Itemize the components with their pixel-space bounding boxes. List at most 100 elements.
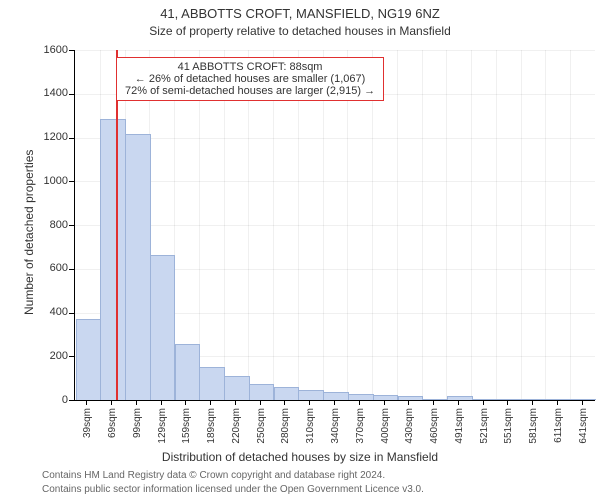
histogram-bar bbox=[323, 392, 349, 400]
info-box-line: 41 ABBOTTS CROFT: 88sqm bbox=[125, 61, 375, 73]
chart-title: 41, ABBOTTS CROFT, MANSFIELD, NG19 6NZ bbox=[0, 6, 600, 21]
x-tick-mark bbox=[384, 400, 385, 405]
gridline-v bbox=[521, 50, 522, 400]
x-tick-label: 39sqm bbox=[82, 408, 93, 438]
histogram-bar bbox=[125, 134, 151, 400]
x-tick-label: 99sqm bbox=[132, 408, 143, 438]
footer-line-2: Contains public sector information licen… bbox=[42, 484, 424, 495]
x-tick-mark bbox=[458, 400, 459, 405]
gridline-v bbox=[323, 50, 324, 400]
x-tick-mark bbox=[483, 400, 484, 405]
gridline-h bbox=[75, 181, 595, 182]
x-tick-mark bbox=[185, 400, 186, 405]
reference-line bbox=[116, 50, 118, 400]
gridline-h bbox=[75, 138, 595, 139]
histogram-bar bbox=[175, 344, 201, 400]
x-tick-mark bbox=[235, 400, 236, 405]
gridline-v bbox=[397, 50, 398, 400]
x-tick-label: 611sqm bbox=[553, 408, 564, 443]
info-box-line: ← 26% of detached houses are smaller (1,… bbox=[125, 73, 375, 85]
gridline-v bbox=[496, 50, 497, 400]
gridline-h bbox=[75, 225, 595, 226]
y-tick-mark bbox=[69, 94, 74, 95]
x-tick-label: 220sqm bbox=[231, 408, 242, 444]
x-tick-label: 340sqm bbox=[330, 408, 341, 444]
info-box: 41 ABBOTTS CROFT: 88sqm← 26% of detached… bbox=[116, 57, 384, 101]
histogram-bar bbox=[274, 387, 300, 400]
chart-subtitle: Size of property relative to detached ho… bbox=[0, 24, 600, 38]
histogram-bar bbox=[398, 396, 424, 400]
gridline-v bbox=[248, 50, 249, 400]
y-tick-mark bbox=[69, 356, 74, 357]
y-tick-label: 1600 bbox=[34, 44, 68, 56]
x-tick-label: 521sqm bbox=[479, 408, 490, 444]
y-tick-label: 0 bbox=[34, 394, 68, 406]
gridline-v bbox=[570, 50, 571, 400]
histogram-bar bbox=[546, 399, 572, 400]
y-tick-mark bbox=[69, 225, 74, 226]
x-tick-label: 250sqm bbox=[256, 408, 267, 444]
histogram-bar bbox=[298, 390, 324, 400]
gridline-v bbox=[298, 50, 299, 400]
gridline-v bbox=[422, 50, 423, 400]
x-tick-label: 69sqm bbox=[107, 408, 118, 438]
histogram-bar bbox=[447, 396, 473, 400]
y-tick-label: 200 bbox=[34, 350, 68, 362]
x-tick-mark bbox=[210, 400, 211, 405]
y-tick-label: 600 bbox=[34, 262, 68, 274]
x-tick-mark bbox=[359, 400, 360, 405]
histogram-bar bbox=[150, 255, 176, 400]
x-tick-label: 581sqm bbox=[528, 408, 539, 444]
x-tick-label: 310sqm bbox=[305, 408, 316, 444]
footer-line-1: Contains HM Land Registry data © Crown c… bbox=[42, 470, 385, 481]
x-tick-label: 430sqm bbox=[404, 408, 415, 444]
info-box-line: 72% of semi-detached houses are larger (… bbox=[125, 85, 375, 97]
x-tick-label: 280sqm bbox=[280, 408, 291, 444]
y-tick-mark bbox=[69, 269, 74, 270]
x-tick-label: 400sqm bbox=[380, 408, 391, 444]
gridline-v bbox=[347, 50, 348, 400]
x-tick-label: 551sqm bbox=[503, 408, 514, 444]
histogram-bar bbox=[422, 399, 448, 400]
x-tick-mark bbox=[309, 400, 310, 405]
x-tick-mark bbox=[408, 400, 409, 405]
x-tick-label: 491sqm bbox=[454, 408, 465, 444]
x-tick-mark bbox=[582, 400, 583, 405]
x-tick-label: 159sqm bbox=[181, 408, 192, 444]
gridline-v bbox=[372, 50, 373, 400]
x-tick-mark bbox=[334, 400, 335, 405]
y-tick-mark bbox=[69, 313, 74, 314]
histogram-bar bbox=[571, 399, 597, 400]
gridline-h bbox=[75, 50, 595, 51]
x-tick-label: 129sqm bbox=[157, 408, 168, 444]
x-tick-mark bbox=[111, 400, 112, 405]
x-tick-mark bbox=[532, 400, 533, 405]
histogram-bar bbox=[521, 399, 547, 400]
gridline-v bbox=[545, 50, 546, 400]
histogram-bar bbox=[100, 119, 126, 400]
histogram-bar bbox=[249, 384, 275, 400]
y-tick-mark bbox=[69, 50, 74, 51]
histogram-bar bbox=[497, 399, 523, 400]
x-tick-label: 460sqm bbox=[429, 408, 440, 444]
x-tick-mark bbox=[284, 400, 285, 405]
y-tick-label: 800 bbox=[34, 219, 68, 231]
histogram-bar bbox=[348, 394, 374, 400]
gridline-v bbox=[273, 50, 274, 400]
y-tick-label: 1000 bbox=[34, 175, 68, 187]
gridline-v bbox=[224, 50, 225, 400]
histogram-bar bbox=[224, 376, 250, 400]
y-tick-mark bbox=[69, 181, 74, 182]
histogram-bar bbox=[472, 399, 498, 400]
x-tick-mark bbox=[86, 400, 87, 405]
y-tick-mark bbox=[69, 400, 74, 401]
gridline-v bbox=[446, 50, 447, 400]
y-tick-label: 400 bbox=[34, 306, 68, 318]
x-axis-label: Distribution of detached houses by size … bbox=[0, 450, 600, 464]
x-tick-mark bbox=[507, 400, 508, 405]
gridline-v bbox=[471, 50, 472, 400]
x-tick-mark bbox=[433, 400, 434, 405]
x-tick-label: 370sqm bbox=[355, 408, 366, 444]
histogram-bar bbox=[199, 367, 225, 400]
x-tick-mark bbox=[260, 400, 261, 405]
